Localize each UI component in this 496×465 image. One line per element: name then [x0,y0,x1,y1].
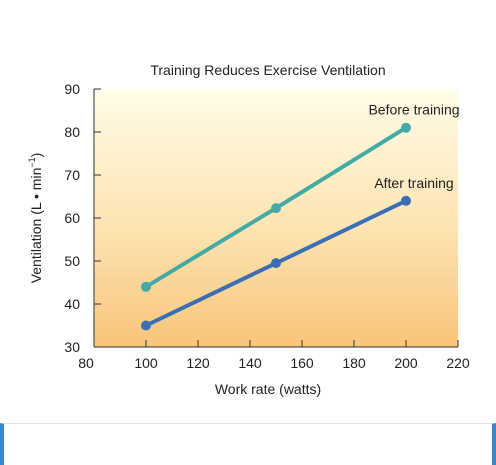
bottom-frame-band [0,423,496,465]
y-tick-label: 40 [64,296,80,312]
y-axis-label-end: ) [28,153,44,158]
data-point [141,281,151,292]
y-axis-label: Ventilation (L • min−1) [27,153,44,284]
x-axis-label: Work rate (watts) [215,381,321,397]
data-point [271,203,281,214]
data-point [401,122,411,133]
y-tick-label: 30 [64,339,80,355]
y-tick-label: 80 [64,124,80,140]
y-axis-label-main: Ventilation (L • min [28,168,44,284]
chart-title: Training Reduces Exercise Ventilation [150,62,385,78]
data-point [271,258,281,269]
y-tick-label: 70 [64,167,80,183]
series-group: Before training After training [141,102,460,331]
y-axis-ticks: 30 40 50 60 70 80 90 [64,81,101,355]
x-tick-label: 140 [238,355,262,371]
series-label: Before training [368,102,459,118]
y-tick-label: 50 [64,253,80,269]
y-tick-label: 90 [64,81,80,97]
y-axis-label-superscript: −1 [27,157,37,167]
x-tick-label: 160 [290,355,314,371]
x-tick-label: 80 [78,355,94,371]
data-point [401,195,411,206]
ventilation-line-chart: Training Reduces Exercise Ventilation 80… [27,62,470,397]
y-tick-label: 60 [64,210,80,226]
series-label: After training [374,175,453,191]
x-axis-ticks: 80 100 120 140 160 180 200 220 [78,340,470,371]
x-tick-label: 220 [446,355,470,371]
data-point [141,320,151,331]
x-tick-label: 200 [394,355,418,371]
x-tick-label: 120 [186,355,210,371]
x-tick-label: 180 [342,355,366,371]
x-tick-label: 100 [134,355,158,371]
